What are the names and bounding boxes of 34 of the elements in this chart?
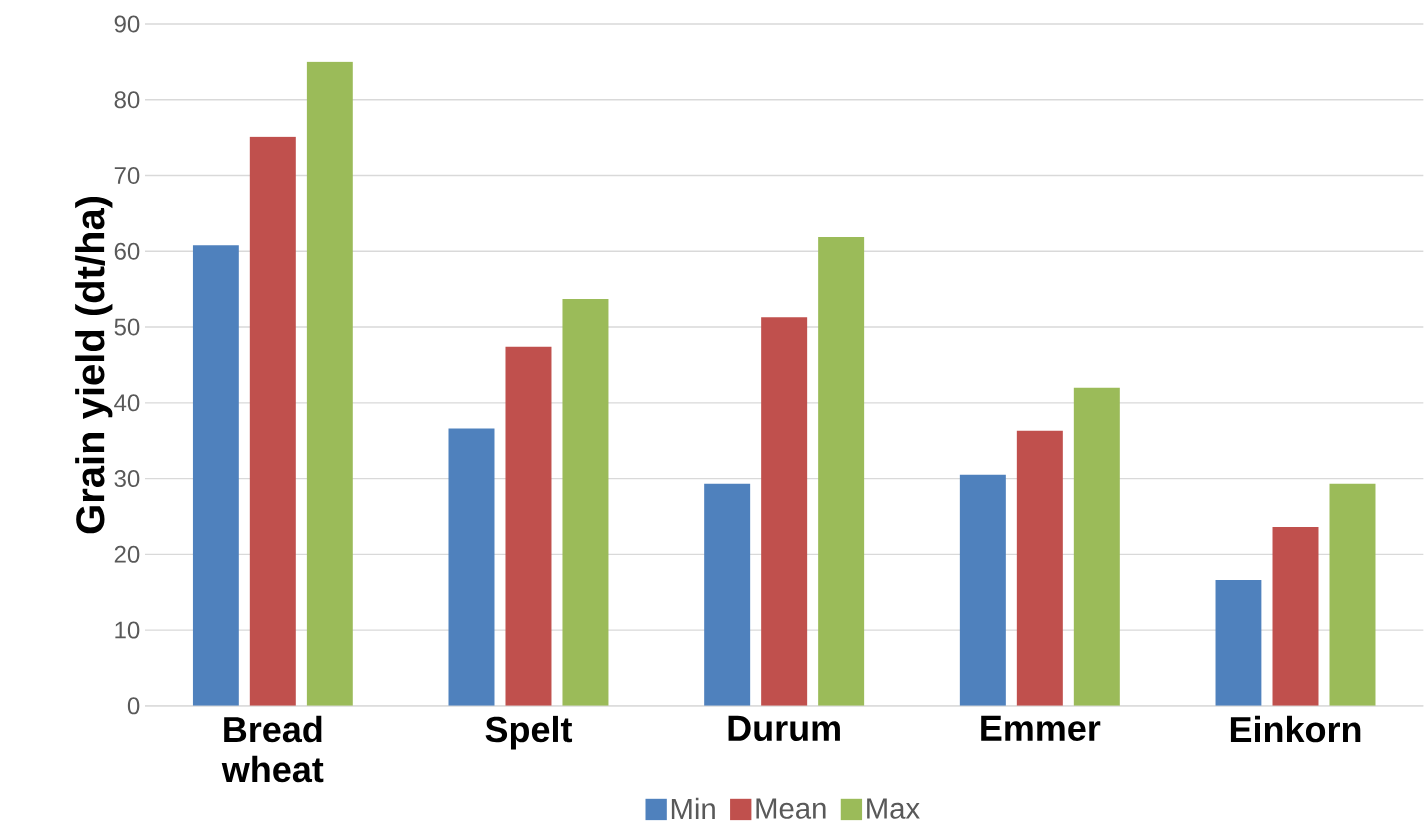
bar <box>562 298 609 706</box>
bar <box>505 346 552 706</box>
y-tick-label: 80 <box>114 91 140 109</box>
y-tick-label: 20 <box>114 545 140 563</box>
y-tick-label: 30 <box>114 469 140 487</box>
bar <box>249 136 296 706</box>
y-axis-title: Grain yield (dt/ha) <box>75 196 113 534</box>
x-tick-label: Emmer <box>981 715 1101 741</box>
bar <box>192 245 239 706</box>
y-tick-label: 10 <box>115 621 140 639</box>
bar <box>704 483 751 706</box>
bar <box>959 474 1006 706</box>
y-tick-label: 90 <box>114 15 140 33</box>
y-tick-label: 60 <box>114 242 140 260</box>
bar <box>1272 526 1319 706</box>
x-tick-label: Einkorn <box>1230 715 1361 743</box>
legend-label: Min <box>671 797 715 819</box>
y-tick-label: 50 <box>114 318 140 336</box>
legend-label: Max <box>867 798 920 819</box>
y-tick-label: 0 <box>127 697 140 715</box>
bar <box>306 61 353 706</box>
bar <box>448 428 495 706</box>
y-tick-label: 40 <box>114 394 140 412</box>
bar <box>1073 387 1120 706</box>
legend-label: Mean <box>756 798 826 819</box>
bar <box>818 236 865 706</box>
bar <box>1016 430 1063 706</box>
bar <box>1329 483 1376 706</box>
x-tick-label: Spelt <box>485 715 573 750</box>
x-tick-label: Bread wheat <box>221 715 324 783</box>
bar <box>761 316 808 706</box>
bar <box>1215 579 1262 706</box>
x-tick-label: Durum <box>728 715 840 741</box>
y-tick-label: 70 <box>114 166 140 184</box>
